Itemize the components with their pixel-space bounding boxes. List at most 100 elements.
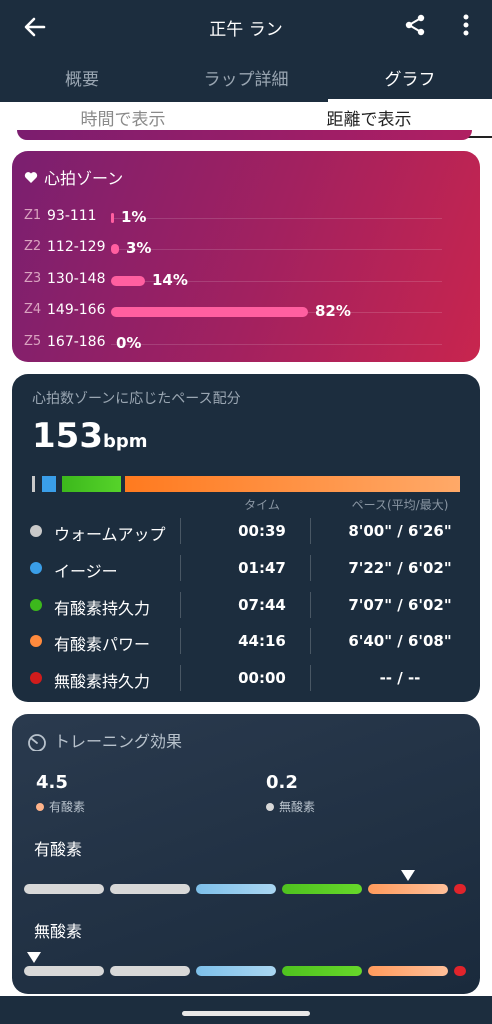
divider bbox=[180, 665, 181, 691]
zone-row: Z3 130-148 14% bbox=[12, 265, 480, 297]
training-effect-header: トレーニング効果 bbox=[26, 728, 182, 752]
pace-card-title: 心拍数ゾーンに応じたペース配分 bbox=[32, 391, 241, 407]
anaerobic-label-text: 無酸素 bbox=[279, 800, 316, 814]
share-icon[interactable] bbox=[402, 12, 428, 38]
zone-bar bbox=[111, 307, 308, 317]
pace-row: 有酸素持久力 07:44 7'07" / 6'02" bbox=[12, 588, 480, 624]
anaerobic-marker bbox=[27, 952, 41, 963]
divider bbox=[180, 628, 181, 654]
aerobic-scale-segment bbox=[24, 884, 104, 894]
aerobic-scale-segment bbox=[282, 884, 362, 894]
zone-bar bbox=[111, 276, 145, 286]
heart-zone-header: 心拍ゾーン bbox=[24, 165, 124, 188]
heart-icon bbox=[24, 172, 38, 183]
aerobic-scale-segment bbox=[454, 884, 466, 894]
system-navigation-bar bbox=[0, 996, 492, 1024]
zone-bar bbox=[111, 244, 119, 254]
zone-percent: 3% bbox=[126, 239, 152, 257]
aerobic-section-title: 有酸素 bbox=[34, 840, 83, 859]
zone-time: 00:00 bbox=[238, 669, 286, 687]
gauge-icon bbox=[28, 734, 46, 751]
pace-row: 無酸素持久力 00:00 -- / -- bbox=[12, 661, 480, 697]
aerobic-effect-label: 有酸素 bbox=[36, 798, 85, 815]
pace-row: 有酸素パワー 44:16 6'40" / 6'08" bbox=[12, 624, 480, 660]
zone-time: 07:44 bbox=[238, 596, 286, 614]
training-effect-title: トレーニング効果 bbox=[54, 732, 183, 751]
zone-label: イージー bbox=[54, 562, 118, 581]
divider bbox=[310, 665, 311, 691]
zone-label: 有酸素持久力 bbox=[54, 599, 151, 618]
heart-zone-title: 心拍ゾーン bbox=[44, 169, 124, 188]
zone-range: 149-166 bbox=[47, 302, 106, 318]
zone-percent: 0% bbox=[116, 334, 142, 352]
aerobic-scale-segment bbox=[368, 884, 448, 894]
zone-dot bbox=[30, 635, 42, 647]
zone-track bbox=[111, 344, 442, 345]
more-vertical-icon[interactable] bbox=[456, 12, 476, 38]
pace-row: ウォームアップ 00:39 8'00" / 6'26" bbox=[12, 514, 480, 550]
subtab-by-time[interactable]: 時間で表示 bbox=[80, 110, 166, 130]
app-header: 正午 ラン bbox=[0, 0, 492, 60]
aerobic-dot bbox=[36, 803, 44, 811]
zone-name: Z1 bbox=[24, 208, 42, 223]
column-header-time: タイム bbox=[244, 498, 280, 512]
zone-time: 01:47 bbox=[238, 559, 286, 577]
zone-track bbox=[111, 249, 442, 250]
aerobic-label-text: 有酸素 bbox=[49, 800, 86, 814]
tab-graph[interactable]: グラフ bbox=[328, 60, 492, 102]
zone-row: Z1 93-111 1% bbox=[12, 202, 480, 234]
heart-zone-card: 心拍ゾーン Z1 93-111 1% Z2 112-129 3% Z3 130-… bbox=[12, 151, 480, 362]
zone-dot bbox=[30, 525, 42, 537]
zone-bar bbox=[111, 213, 114, 223]
zone-percent: 14% bbox=[152, 271, 188, 289]
bpm-value: 153 bbox=[32, 416, 103, 456]
zone-label: ウォームアップ bbox=[54, 525, 166, 544]
tab-overview[interactable]: 概要 bbox=[65, 70, 99, 90]
anaerobic-section-title: 無酸素 bbox=[34, 922, 83, 941]
divider bbox=[180, 518, 181, 544]
column-header-pace: ペース(平均/最大) bbox=[351, 498, 449, 512]
zone-pace: 8'00" / 6'26" bbox=[348, 522, 452, 540]
zone-row: Z5 167-186 0% bbox=[12, 328, 480, 360]
zone-label: 無酸素持久力 bbox=[54, 672, 151, 691]
anaerobic-dot bbox=[266, 803, 274, 811]
divider bbox=[180, 555, 181, 581]
anaerobic-effect-label: 無酸素 bbox=[266, 798, 315, 815]
zone-dot bbox=[30, 599, 42, 611]
aerobic-effect-value: 4.5 bbox=[36, 772, 68, 793]
anaerobic-scale-segment bbox=[196, 966, 276, 976]
aerobic-marker bbox=[401, 870, 415, 881]
pace-distribution-card: 心拍数ゾーンに応じたペース配分 153bpm タイム ペース(平均/最大) ウォ… bbox=[12, 374, 480, 702]
pace-bar-aerobic-power bbox=[125, 476, 460, 492]
zone-dot bbox=[30, 562, 42, 574]
anaerobic-scale-segment bbox=[368, 966, 448, 976]
aerobic-scale-segment bbox=[110, 884, 190, 894]
zone-name: Z4 bbox=[24, 302, 42, 317]
zone-track bbox=[111, 218, 442, 219]
zone-percent: 82% bbox=[315, 302, 351, 320]
zone-pace: 7'22" / 6'02" bbox=[348, 559, 452, 577]
zone-label: 有酸素パワー bbox=[54, 635, 151, 654]
divider bbox=[310, 518, 311, 544]
zone-track bbox=[111, 281, 442, 282]
zone-percent: 1% bbox=[121, 208, 147, 226]
home-gesture-handle[interactable] bbox=[182, 1011, 310, 1016]
zone-range: 93-111 bbox=[47, 208, 97, 224]
zone-row: Z2 112-129 3% bbox=[12, 233, 480, 265]
bpm-unit: bpm bbox=[102, 431, 148, 452]
divider bbox=[310, 592, 311, 618]
aerobic-scale-segment bbox=[196, 884, 276, 894]
zone-name: Z3 bbox=[24, 271, 42, 286]
anaerobic-scale-segment bbox=[282, 966, 362, 976]
zone-pace: 7'07" / 6'02" bbox=[348, 596, 452, 614]
tab-lap-details[interactable]: ラップ詳細 bbox=[203, 70, 289, 90]
average-heart-rate: 153bpm bbox=[32, 416, 148, 456]
zone-pace: -- / -- bbox=[379, 669, 421, 687]
zone-range: 167-186 bbox=[47, 334, 106, 350]
main-tabs: 概要 ラップ詳細 グラフ bbox=[0, 60, 492, 102]
zone-time: 00:39 bbox=[238, 522, 286, 540]
zone-dot bbox=[30, 672, 42, 684]
arrow-left-icon[interactable] bbox=[20, 12, 50, 42]
zone-time: 44:16 bbox=[238, 632, 286, 650]
zone-pace: 6'40" / 6'08" bbox=[348, 632, 452, 650]
